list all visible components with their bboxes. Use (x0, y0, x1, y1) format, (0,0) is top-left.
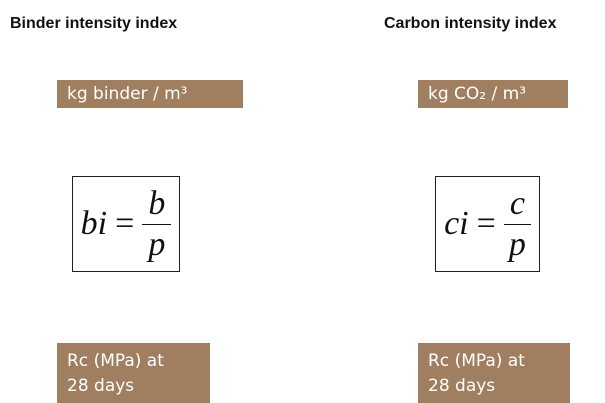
formula-lhs: ci (444, 205, 469, 242)
unit-box: kg binder / m³ (57, 80, 243, 108)
basis-line: Rc (MPa) at (67, 351, 164, 371)
basis-line: 28 days (67, 376, 135, 396)
formula-lhs: bi (80, 205, 108, 242)
unit-box: kg CO₂ / m³ (418, 80, 568, 108)
denominator: p (148, 225, 166, 263)
formula-box: bi = b p (72, 176, 180, 272)
column-title: Binder intensity index (10, 15, 178, 32)
denominator: p (508, 225, 526, 263)
fraction: c p (503, 184, 531, 265)
basis-line: Rc (MPa) at (428, 351, 525, 371)
basis-box: Rc (MPa) at 28 days (418, 343, 570, 403)
column-title: Carbon intensity index (384, 15, 557, 32)
formula-box: ci = c p (435, 176, 540, 272)
basis-line: 28 days (428, 376, 496, 396)
fraction: b p (142, 184, 172, 265)
formula-operator: = (476, 205, 496, 242)
formula-operator: = (115, 205, 135, 242)
numerator: b (142, 184, 172, 225)
numerator: c (503, 184, 531, 225)
basis-box: Rc (MPa) at 28 days (57, 343, 210, 403)
